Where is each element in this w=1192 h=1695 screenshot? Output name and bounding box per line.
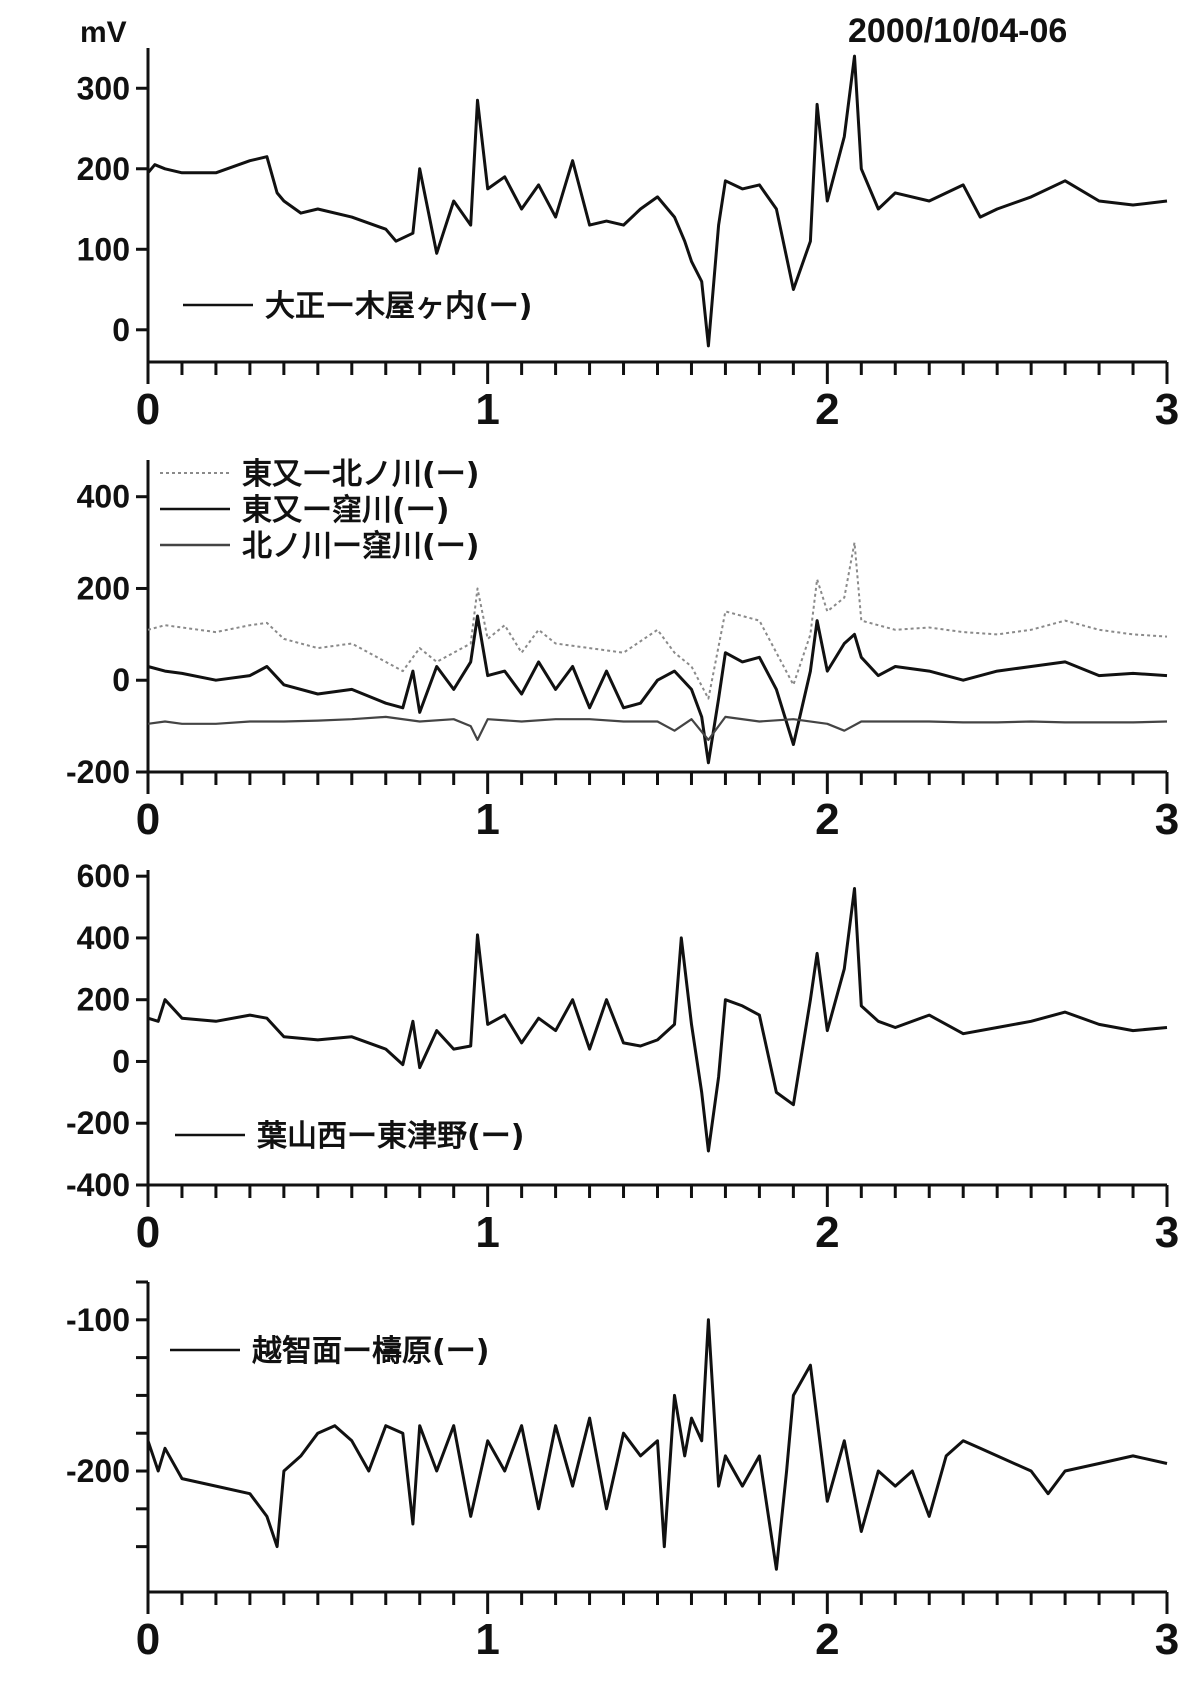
x-tick-label: 1 [475, 795, 499, 844]
y-tick-label: -200 [66, 1453, 130, 1489]
y-tick-label: 600 [77, 858, 130, 894]
chart-panel-3: -400 -200 0 200 400 600 0 1 2 3 葉山西ー東津野(ー) [66, 858, 1179, 1257]
y-tick-label: 200 [77, 570, 130, 606]
x-tick-label: 2 [815, 1208, 839, 1257]
date-label: 2000/10/04-06 [848, 12, 1067, 50]
series-line [147, 541, 1168, 700]
x-tick-label: 2 [815, 385, 839, 434]
chart-panel-1: 0 100 200 300 0 1 2 3 大正ー木屋ヶ内(ー) [77, 48, 1179, 434]
x-tick-label: 1 [475, 1208, 499, 1257]
y-tick-label: 200 [77, 982, 130, 1018]
y-tick-label: -200 [66, 1105, 130, 1141]
legend-label: 北ノ川ー窪川(ー) [242, 529, 479, 564]
y-tick-label: 400 [77, 920, 130, 956]
series-line [147, 715, 1168, 742]
series-line [147, 614, 1168, 765]
x-tick-label: 3 [1155, 1208, 1179, 1257]
y-tick-label: 400 [77, 479, 130, 515]
y-tick-label: -400 [66, 1167, 130, 1203]
y-tick-label: -100 [66, 1302, 130, 1338]
x-tick-label: 1 [475, 385, 499, 434]
series-line [146, 1318, 1168, 1571]
y-tick-label: 200 [77, 151, 130, 187]
x-tick-label: 0 [136, 1615, 160, 1664]
y-tick-label: -200 [66, 754, 130, 790]
legend-label: 大正ー木屋ヶ内(ー) [265, 289, 532, 324]
legend-label: 越智面ー檮原(ー) [252, 1334, 489, 1369]
y-tick-label: 0 [112, 1043, 130, 1079]
x-tick-label: 3 [1155, 1615, 1179, 1664]
series-line [147, 887, 1168, 1153]
legend-label: 葉山西ー東津野(ー) [256, 1119, 524, 1154]
chart-panel-4: -200 -100 0 1 2 3 越智面ー檮原(ー) [66, 1280, 1179, 1664]
unit-label: mV [80, 16, 127, 49]
legend-label: 東又ー窪川(ー) [242, 493, 449, 528]
x-tick-label: 2 [815, 795, 839, 844]
series-line [146, 54, 1168, 348]
y-tick-label: 300 [77, 70, 130, 106]
x-tick-label: 0 [136, 385, 160, 434]
legend-label: 東又ー北ノ川(ー) [242, 457, 479, 492]
y-tick-label: 0 [112, 312, 130, 348]
x-tick-label: 0 [136, 795, 160, 844]
x-tick-label: 2 [815, 1615, 839, 1664]
y-tick-label: 100 [77, 231, 130, 267]
x-tick-label: 3 [1155, 795, 1179, 844]
x-tick-label: 1 [475, 1615, 499, 1664]
x-tick-label: 3 [1155, 385, 1179, 434]
x-tick-label: 0 [136, 1208, 160, 1257]
y-tick-label: 0 [112, 662, 130, 698]
